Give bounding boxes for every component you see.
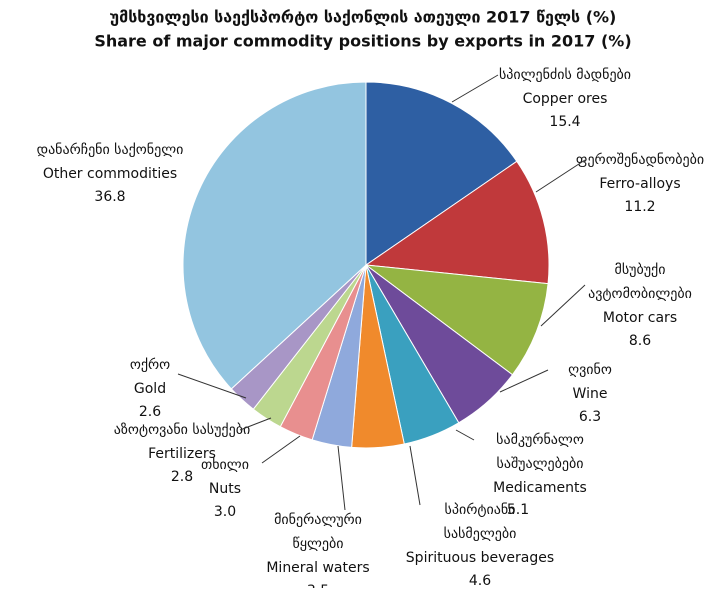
chart-title: Share of major commodity positions by ex… [94,32,631,51]
label-ka: ღვინო [568,362,612,378]
label-ka: მსუბუქი [615,262,666,278]
value-label: 4.6 [469,573,491,588]
label-ka: ავტომობილები [588,286,692,302]
value-label: 2.6 [139,404,161,420]
value-label: 11.2 [624,199,655,215]
label-en: Mineral waters [266,560,369,576]
label-en: Nuts [209,481,241,497]
leader-line [261,435,301,464]
label-ka: ფეროშენადნობები [576,151,704,168]
label-en: Motor cars [603,310,677,326]
value-label: 3.0 [214,504,236,520]
chart-title-ka: უმსხვილესი საექსპორტო საქონლის ათეული 20… [110,8,617,27]
label-ka: მინერალური [274,511,362,528]
label-ka: სპილენძის მადნები [499,67,631,83]
pie-slice [182,81,367,390]
label-ka: ოქრო [130,356,170,373]
leader-line [499,369,549,393]
pie-slice [365,81,518,266]
label-en: Wine [573,386,608,402]
label-en: Fertilizers [148,446,216,462]
label-en: Other commodities [43,166,177,182]
leader-line [409,445,421,506]
value-label: 15.4 [549,114,580,130]
value-label: 5.1 [507,502,529,518]
label-ka: თხილი [201,457,249,473]
label-ka: წყლები [293,536,344,552]
leader-line [177,373,247,399]
value-label: 3.5 [307,583,329,588]
value-label: 2.8 [171,469,193,485]
leader-line [451,74,499,103]
label-en: Medicaments [493,480,587,496]
value-label: 36.8 [94,189,125,205]
label-en: Copper ores [523,91,608,107]
label-ka: აზოტოვანი სასუქები [114,422,250,438]
leader-line [337,445,346,511]
label-ka: სპირტიანი [445,501,516,518]
label-ka: დანარჩენი საქონელი [37,141,184,158]
leader-line [540,284,586,327]
label-ka: სასმელები [444,526,517,542]
label-ka: საშუალებები [497,456,584,472]
pie-slice [364,264,549,376]
label-en: Ferro-alloys [599,176,680,192]
leader-line [239,417,272,431]
label-en: Spirituous beverages [406,550,554,566]
value-label: 6.3 [579,409,601,425]
value-label: 8.6 [629,333,651,349]
label-ka: სამკურნალო [496,431,584,448]
pie-slice [364,160,550,285]
leader-line [455,429,475,441]
leader-line [535,159,586,193]
label-en: Gold [134,381,166,397]
